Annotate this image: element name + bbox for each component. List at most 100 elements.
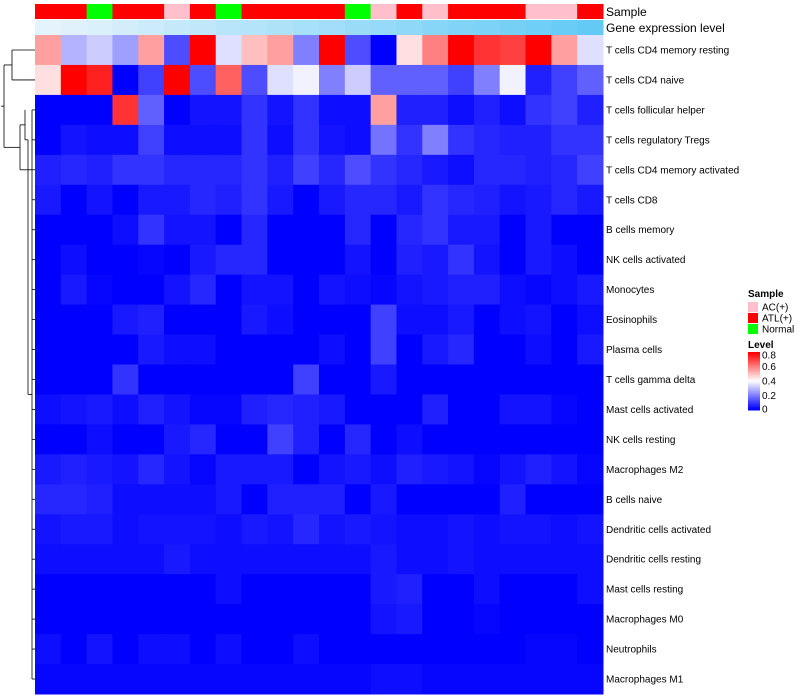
- heatmap-cell: [396, 364, 423, 395]
- heatmap-cell: [60, 424, 88, 455]
- row-label: T cells CD4 naive: [606, 75, 685, 86]
- heatmap-cell: [293, 304, 320, 336]
- heatmap-cell: [499, 604, 527, 635]
- heatmap-cell: [164, 64, 191, 96]
- heatmap-cell: [551, 334, 578, 365]
- heatmap-cell: [551, 184, 578, 216]
- row-label: T cells regulatory Tregs: [606, 135, 710, 146]
- heatmap-cell: [112, 64, 139, 96]
- heatmap-cell: [473, 64, 501, 96]
- heatmap-cell: [112, 484, 139, 515]
- annotation-cell: [525, 20, 552, 35]
- heatmap-cell: [344, 454, 372, 485]
- heatmap-cell: [473, 334, 501, 365]
- heatmap-cell: [473, 634, 501, 665]
- heatmap-cell: [138, 94, 165, 126]
- heatmap-cell: [35, 334, 62, 365]
- legend-colorbar-segment: [748, 366, 760, 369]
- legend-colorbar-segment: [748, 373, 760, 376]
- heatmap-cell: [267, 484, 294, 515]
- heatmap-cell: [138, 484, 165, 515]
- legend-colorbar-segment: [748, 401, 760, 404]
- heatmap-cell: [35, 64, 62, 96]
- heatmap-cell: [396, 154, 423, 186]
- heatmap-cell: [344, 214, 372, 246]
- heatmap-cell: [189, 574, 217, 605]
- legend-tick-label: 0: [762, 405, 768, 416]
- heatmap-cell: [189, 484, 217, 515]
- heatmap-cell: [448, 604, 475, 635]
- heatmap-cell: [344, 64, 372, 96]
- heatmap-cell: [577, 664, 604, 695]
- row-label: T cells follicular helper: [606, 105, 705, 116]
- heatmap-cell: [577, 544, 604, 575]
- heatmap-cell: [319, 454, 346, 485]
- heatmap-cell: [189, 514, 217, 545]
- annotation-cell: [112, 4, 139, 19]
- heatmap-cell: [551, 544, 578, 575]
- row-label: Macrophages M2: [606, 465, 684, 476]
- heatmap-cell: [293, 484, 320, 515]
- heatmap-cell: [267, 214, 294, 246]
- heatmap-cell: [499, 124, 527, 156]
- legend-colorbar-segment: [748, 402, 760, 405]
- heatmap-cell: [241, 154, 268, 186]
- legend-colorbar-segment: [748, 405, 760, 408]
- heatmap-cell: [215, 244, 243, 276]
- heatmap-cell: [370, 214, 397, 246]
- heatmap-cell: [138, 154, 165, 186]
- heatmap-cell: [60, 514, 88, 545]
- heatmap-cell: [551, 244, 578, 276]
- heatmap-cell: [525, 604, 552, 635]
- heatmap-cell: [370, 454, 397, 485]
- legend-colorbar-segment: [748, 394, 760, 396]
- heatmap-cell: [164, 574, 191, 605]
- heatmap-cell: [112, 334, 139, 365]
- annotation-cell: [473, 4, 501, 19]
- annotation-cell: [473, 20, 501, 35]
- annotation-cell: [86, 20, 113, 35]
- annotation-cell: [344, 4, 372, 19]
- heatmap-cell: [215, 514, 243, 545]
- heatmap-cell: [215, 214, 243, 246]
- heatmap-cell: [215, 604, 243, 635]
- heatmap-cell: [189, 334, 217, 365]
- heatmap-cell: [215, 304, 243, 336]
- heatmap-cell: [422, 304, 449, 336]
- heatmap-cell: [241, 35, 268, 66]
- heatmap-cell: [138, 424, 165, 455]
- heatmap-cell: [448, 484, 475, 515]
- heatmap-cell: [138, 544, 165, 575]
- row-label: Mast cells resting: [606, 585, 683, 596]
- heatmap-cell: [293, 214, 320, 246]
- heatmap-cell: [551, 304, 578, 336]
- heatmap-cell: [370, 35, 397, 66]
- heatmap-cell: [448, 244, 475, 276]
- heatmap-cell: [551, 124, 578, 156]
- heatmap-cell: [319, 64, 346, 96]
- annotation-cell: [551, 20, 578, 35]
- heatmap-cell: [164, 454, 191, 485]
- heatmap-cell: [60, 244, 88, 276]
- legend-colorbar-segment: [748, 399, 760, 402]
- heatmap-cell: [86, 364, 113, 395]
- heatmap-cell: [293, 544, 320, 575]
- heatmap-cell: [138, 514, 165, 545]
- heatmap-cell: [448, 454, 475, 485]
- heatmap-cell: [35, 35, 62, 66]
- heatmap-cell: [86, 184, 113, 216]
- annotation-cell: [422, 20, 449, 35]
- heatmap-cell: [370, 634, 397, 665]
- legend-colorbar-segment: [748, 392, 760, 395]
- heatmap-cell: [138, 124, 165, 156]
- heatmap-cell: [319, 35, 346, 66]
- heatmap-cell: [112, 154, 139, 186]
- heatmap-cell: [473, 184, 501, 216]
- row-label: Macrophages M1: [606, 675, 684, 686]
- heatmap-cell: [319, 604, 346, 635]
- legend-colorbar-segment: [748, 353, 760, 356]
- heatmap-cell: [86, 64, 113, 96]
- heatmap-cell: [241, 274, 268, 306]
- row-label: NK cells resting: [606, 435, 675, 446]
